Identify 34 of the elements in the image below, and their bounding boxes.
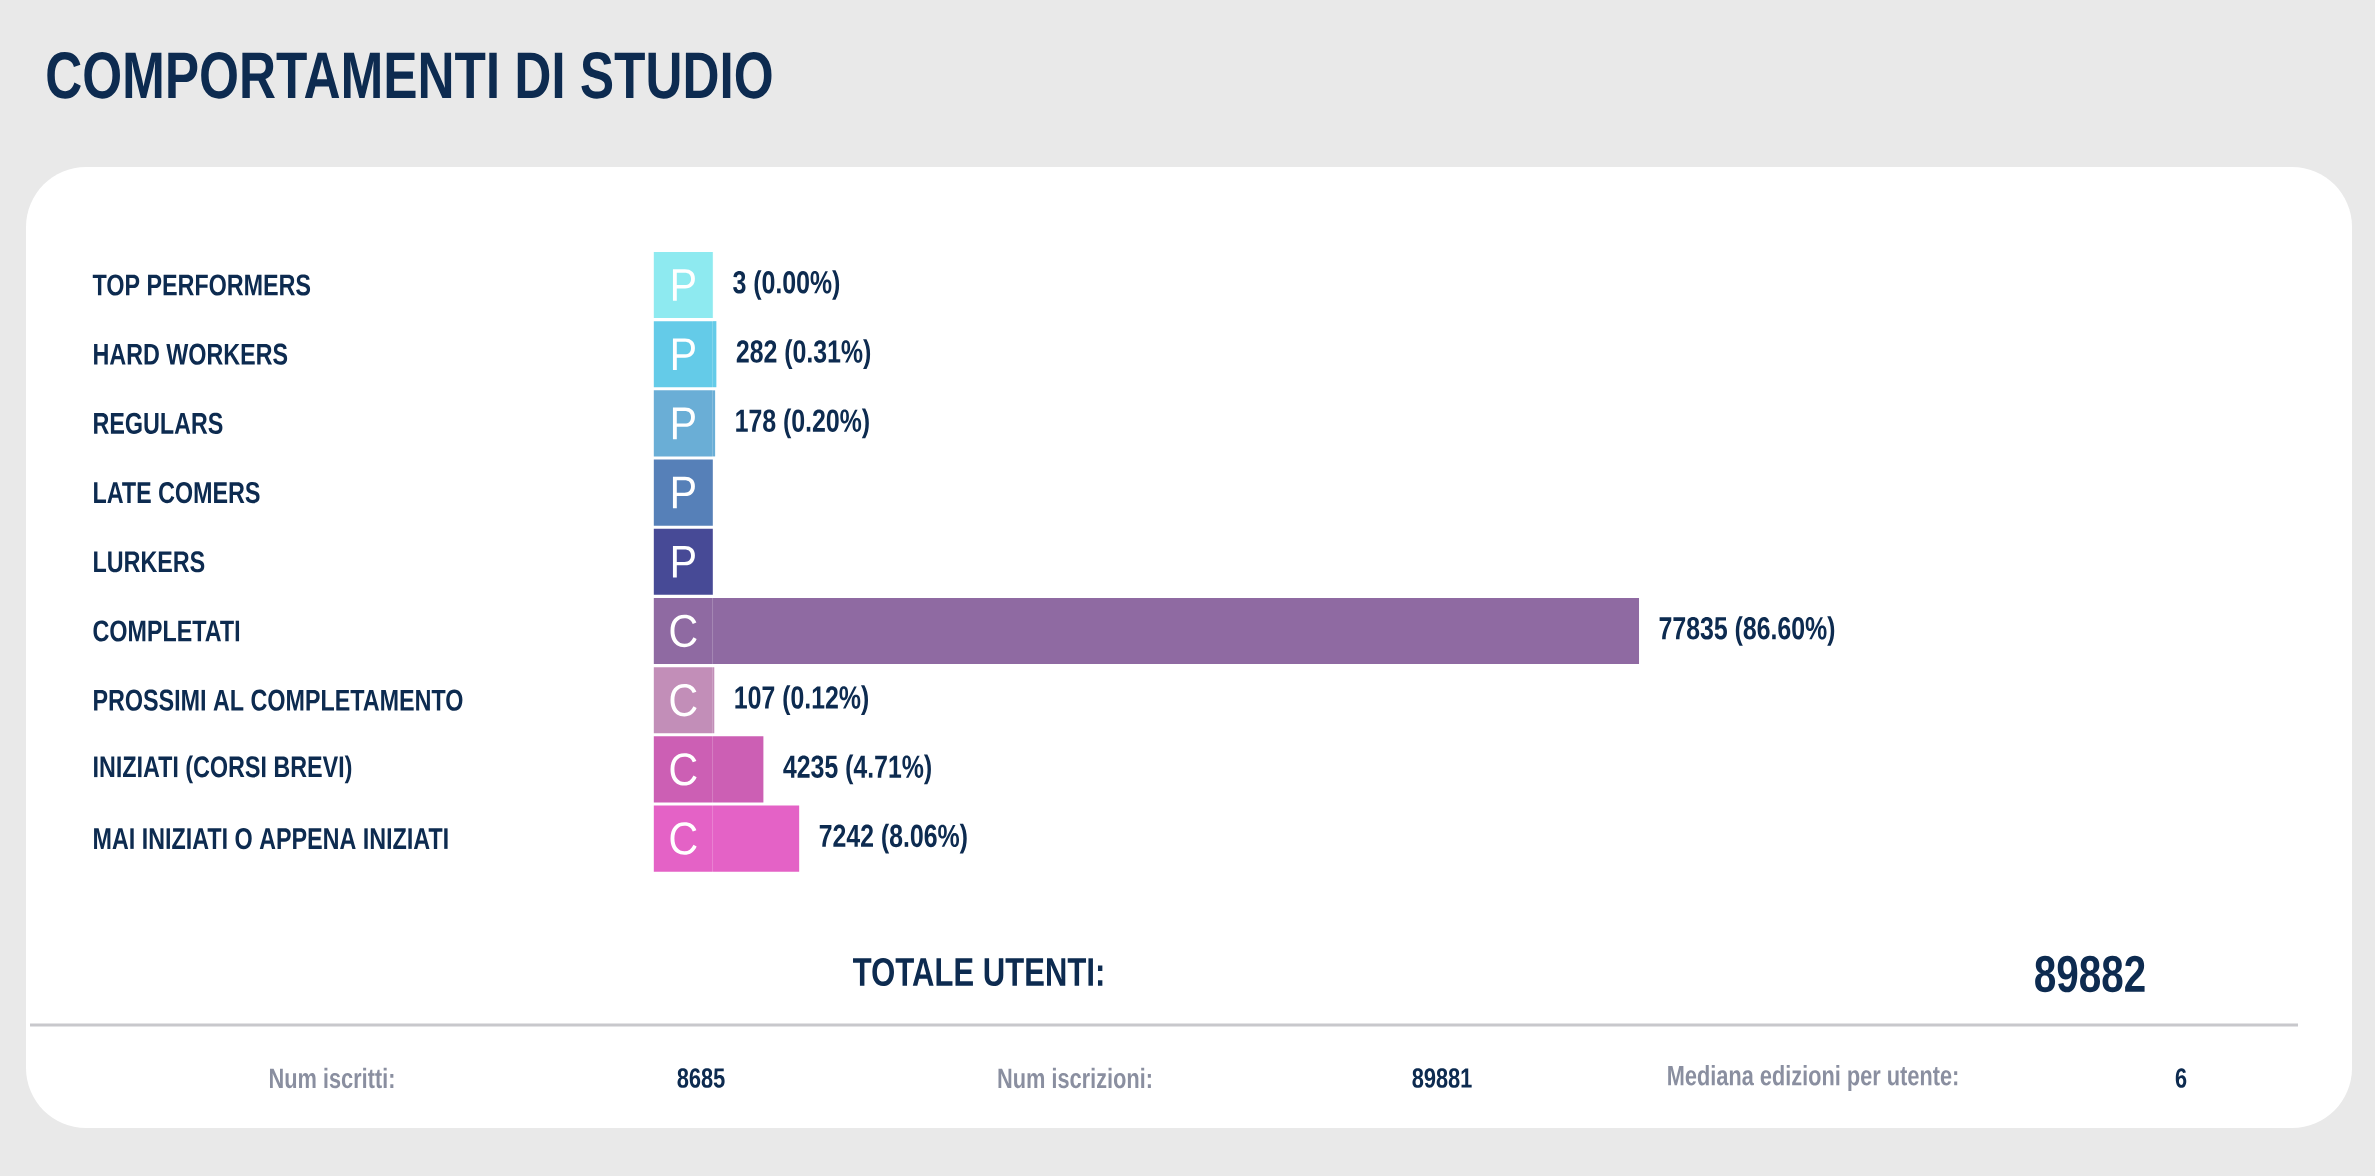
y-tick-label: REGULARS xyxy=(94,412,223,434)
data-label: 178 (0.20%) xyxy=(736,408,869,439)
legend-label: C xyxy=(670,683,697,717)
y-tick-label: LATE COMERS xyxy=(94,482,260,504)
data-label: 77835 (86.60%) xyxy=(1659,616,1835,646)
text: P xyxy=(672,546,695,578)
text: C xyxy=(670,614,697,648)
y-tick-label: PROSSIMI AL COMPLETAMENTO xyxy=(94,689,463,711)
y-tick-label: COMPLETATI xyxy=(93,620,240,642)
text: P xyxy=(672,407,695,440)
y-tick-label: MAI INIZIATI O APPENA INIZIATI xyxy=(94,828,448,850)
y-tick-label: INIZIATI (CORSI BREVI) xyxy=(94,755,352,784)
text: 8685 xyxy=(677,1068,725,1088)
text: TOTALE UTENTI: xyxy=(853,957,1103,987)
y-tick-label: HARD WORKERS xyxy=(94,343,288,365)
text: P xyxy=(672,476,695,509)
data-label: 4235 (4.71%) xyxy=(783,754,931,785)
y-tick-label: LURKERS xyxy=(94,551,205,573)
data-label: 282 (0.31%) xyxy=(736,339,871,370)
data-label: 107 (0.12%) xyxy=(735,685,868,716)
text: 6 xyxy=(2175,1068,2187,1088)
data-label: 7242 (8.06%) xyxy=(819,823,967,854)
text: 89881 xyxy=(1412,1068,1472,1088)
text: Num iscrizioni: xyxy=(998,1067,1151,1089)
text: Num iscritti: xyxy=(269,1067,394,1089)
legend-label: P xyxy=(672,338,695,370)
text: 89882 xyxy=(2035,955,2145,993)
data-label: 3 (0.00%) xyxy=(733,270,840,300)
y-tick-label: TOP PERFORMERS xyxy=(92,274,311,296)
text: Mediana edizioni per utente: xyxy=(1668,1065,1958,1091)
text: C xyxy=(670,822,697,855)
text: C xyxy=(670,753,697,786)
chart-title: COMPORTAMENTI DI STUDIO xyxy=(47,52,772,99)
text: P xyxy=(672,269,695,301)
